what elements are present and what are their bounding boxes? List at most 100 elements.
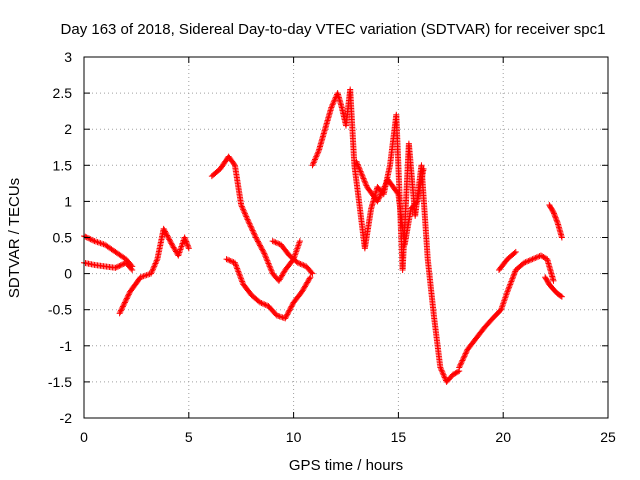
series-segment bbox=[505, 249, 518, 262]
series-segment bbox=[424, 257, 437, 319]
series-segment bbox=[92, 238, 107, 248]
series-segment bbox=[276, 268, 288, 283]
series-segment bbox=[547, 203, 556, 215]
y-tick-label: 1 bbox=[64, 193, 72, 209]
series-segment bbox=[522, 256, 535, 266]
x-tick-label: 10 bbox=[286, 429, 302, 445]
series-arc2 bbox=[116, 225, 192, 317]
y-tick-label: 1.5 bbox=[53, 157, 73, 173]
series-segment bbox=[544, 257, 557, 283]
y-tick-label: -0.5 bbox=[48, 302, 72, 318]
data-point bbox=[353, 158, 360, 165]
series-segment bbox=[282, 300, 296, 321]
x-axis-label: GPS time / hours bbox=[289, 457, 403, 474]
y-tick-label: -1 bbox=[60, 338, 73, 354]
data-point bbox=[116, 310, 123, 317]
x-tick-label: 15 bbox=[391, 429, 407, 445]
series-segment bbox=[271, 238, 283, 248]
data-point bbox=[231, 259, 238, 266]
series-segment bbox=[245, 217, 259, 240]
data-point bbox=[529, 256, 536, 263]
series-segment bbox=[354, 160, 370, 189]
series-arc11 bbox=[496, 248, 519, 273]
data-point bbox=[374, 198, 381, 205]
data-point bbox=[238, 202, 245, 209]
axis-ticks bbox=[83, 56, 609, 419]
series-segment bbox=[139, 271, 153, 280]
data-point bbox=[456, 364, 463, 371]
data-marks bbox=[81, 86, 565, 385]
series-segment bbox=[82, 260, 96, 268]
data-point bbox=[148, 270, 155, 277]
series-segment bbox=[316, 127, 328, 153]
series-segment bbox=[232, 163, 244, 207]
x-tick-label: 5 bbox=[185, 429, 193, 445]
series-segment bbox=[113, 249, 128, 262]
series-segment bbox=[310, 149, 322, 167]
series-segment bbox=[224, 256, 237, 266]
series-segment bbox=[304, 264, 315, 276]
series-segment bbox=[103, 242, 118, 255]
series-segment bbox=[482, 316, 495, 330]
data-point bbox=[512, 248, 519, 255]
series-segment bbox=[351, 163, 362, 200]
series-segment bbox=[385, 177, 401, 196]
data-point bbox=[257, 299, 264, 306]
series-segment bbox=[465, 336, 479, 352]
data-point bbox=[185, 245, 192, 252]
series-arc1-lower bbox=[81, 259, 136, 273]
grid bbox=[84, 57, 608, 418]
series-arc8 bbox=[456, 252, 557, 371]
y-tick-label: 3 bbox=[64, 49, 72, 65]
series-segment bbox=[322, 105, 334, 131]
x-tick-label: 0 bbox=[80, 429, 88, 445]
series-segment bbox=[364, 185, 380, 204]
series-segment bbox=[498, 290, 510, 312]
data-point bbox=[269, 238, 276, 245]
series-arc6 bbox=[309, 86, 463, 385]
series-segment bbox=[296, 260, 308, 269]
y-tick-label: 0 bbox=[64, 266, 72, 282]
series-segment bbox=[161, 227, 175, 247]
series-segment bbox=[456, 347, 470, 370]
series-segment bbox=[182, 235, 192, 250]
series-arc5 bbox=[269, 238, 316, 277]
series-segment bbox=[414, 167, 427, 203]
series-segment bbox=[232, 261, 246, 286]
data-point bbox=[558, 293, 565, 300]
data-point bbox=[449, 371, 456, 378]
series-segment bbox=[127, 275, 143, 294]
data-point bbox=[91, 238, 98, 245]
series-segment bbox=[241, 282, 254, 298]
data-point bbox=[129, 266, 136, 273]
y-tick-label: 2.5 bbox=[53, 85, 73, 101]
series-segment bbox=[238, 203, 250, 222]
chart-title: Day 163 of 2018, Sidereal Day-to-day VTE… bbox=[61, 21, 606, 38]
series-segment bbox=[278, 242, 292, 258]
data-point bbox=[309, 270, 316, 277]
series-segment bbox=[451, 368, 461, 377]
series-segment bbox=[431, 315, 444, 369]
data-point bbox=[550, 209, 557, 216]
series-arc7 bbox=[353, 158, 427, 248]
data-point bbox=[437, 364, 444, 371]
y-tick-label: -2 bbox=[60, 410, 73, 426]
series-arc10 bbox=[546, 202, 565, 241]
data-point bbox=[521, 259, 528, 266]
data-point bbox=[160, 225, 167, 232]
data-point bbox=[137, 274, 144, 281]
y-tick-label: 0.5 bbox=[53, 230, 73, 246]
data-point bbox=[537, 252, 544, 259]
data-point bbox=[261, 250, 268, 257]
data-point bbox=[181, 234, 188, 241]
series-arc4 bbox=[223, 256, 314, 322]
data-point bbox=[294, 259, 301, 266]
data-point bbox=[550, 277, 557, 284]
data-point bbox=[558, 234, 565, 241]
series-segment bbox=[335, 91, 345, 110]
x-tick-label: 25 bbox=[600, 429, 616, 445]
series-segment bbox=[513, 260, 526, 272]
y-tick-label: -1.5 bbox=[48, 374, 72, 390]
series-segment bbox=[253, 235, 267, 256]
